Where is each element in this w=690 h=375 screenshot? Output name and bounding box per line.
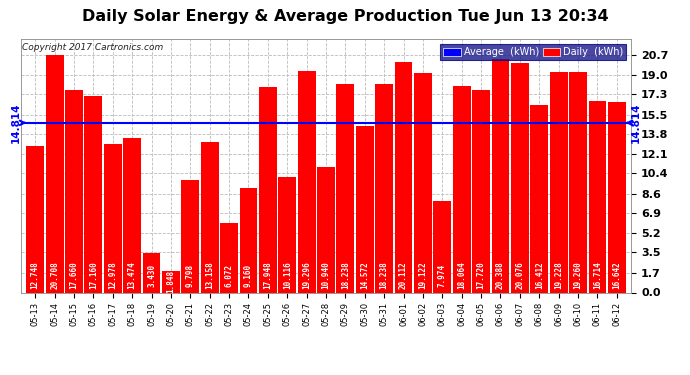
Text: 20.708: 20.708 — [50, 261, 59, 289]
Bar — [46, 56, 63, 292]
Text: 7.974: 7.974 — [438, 264, 447, 287]
Bar — [511, 63, 529, 292]
Bar — [26, 147, 44, 292]
Text: 13.158: 13.158 — [205, 261, 214, 289]
Text: 16.714: 16.714 — [593, 261, 602, 289]
Text: 16.412: 16.412 — [535, 261, 544, 289]
Bar — [589, 101, 607, 292]
Text: 16.642: 16.642 — [612, 261, 621, 289]
Bar — [162, 272, 180, 292]
Bar — [65, 90, 83, 292]
Text: 10.940: 10.940 — [322, 261, 331, 289]
Bar — [143, 253, 161, 292]
Bar — [201, 142, 219, 292]
Text: 14.814: 14.814 — [631, 103, 641, 143]
Text: 17.660: 17.660 — [70, 261, 79, 289]
Bar — [453, 86, 471, 292]
Bar — [259, 87, 277, 292]
Text: 19.228: 19.228 — [554, 261, 563, 289]
Text: 18.238: 18.238 — [341, 261, 350, 289]
Text: 12.748: 12.748 — [31, 261, 40, 289]
Bar — [569, 72, 587, 292]
Text: 12.978: 12.978 — [108, 261, 117, 289]
Text: 19.122: 19.122 — [418, 261, 427, 289]
Text: 13.474: 13.474 — [128, 261, 137, 289]
Bar — [181, 180, 199, 292]
Text: Daily Solar Energy & Average Production Tue Jun 13 20:34: Daily Solar Energy & Average Production … — [81, 9, 609, 24]
Bar — [531, 105, 548, 292]
Legend: Average  (kWh), Daily  (kWh): Average (kWh), Daily (kWh) — [440, 44, 627, 60]
Bar — [124, 138, 141, 292]
Text: 1.848: 1.848 — [166, 270, 175, 294]
Bar — [491, 59, 509, 292]
Text: 6.072: 6.072 — [225, 264, 234, 287]
Bar — [356, 126, 374, 292]
Bar — [278, 177, 296, 292]
Bar — [375, 84, 393, 292]
Text: 9.160: 9.160 — [244, 264, 253, 287]
Bar — [84, 96, 102, 292]
Bar — [395, 62, 413, 292]
Text: 17.948: 17.948 — [264, 261, 273, 289]
Text: 20.112: 20.112 — [399, 261, 408, 289]
Text: 14.572: 14.572 — [360, 261, 369, 289]
Text: 10.116: 10.116 — [283, 261, 292, 289]
Bar — [433, 201, 451, 292]
Text: 20.388: 20.388 — [496, 261, 505, 289]
Text: 19.260: 19.260 — [573, 261, 582, 289]
Text: 18.064: 18.064 — [457, 261, 466, 289]
Text: 3.430: 3.430 — [147, 264, 156, 287]
Text: 19.296: 19.296 — [302, 261, 311, 289]
Bar — [472, 90, 490, 292]
Bar — [239, 188, 257, 292]
Bar — [317, 167, 335, 292]
Text: Copyright 2017 Cartronics.com: Copyright 2017 Cartronics.com — [22, 43, 163, 52]
Text: 20.076: 20.076 — [515, 261, 524, 289]
Text: 14.814: 14.814 — [11, 103, 21, 143]
Bar — [104, 144, 121, 292]
Bar — [220, 223, 238, 292]
Bar — [337, 84, 355, 292]
Text: 17.720: 17.720 — [477, 261, 486, 289]
Bar — [608, 102, 626, 292]
Bar — [550, 72, 568, 292]
Text: 9.798: 9.798 — [186, 264, 195, 287]
Text: 18.238: 18.238 — [380, 261, 388, 289]
Text: 17.160: 17.160 — [89, 261, 98, 289]
Bar — [297, 72, 315, 292]
Bar — [414, 74, 432, 292]
